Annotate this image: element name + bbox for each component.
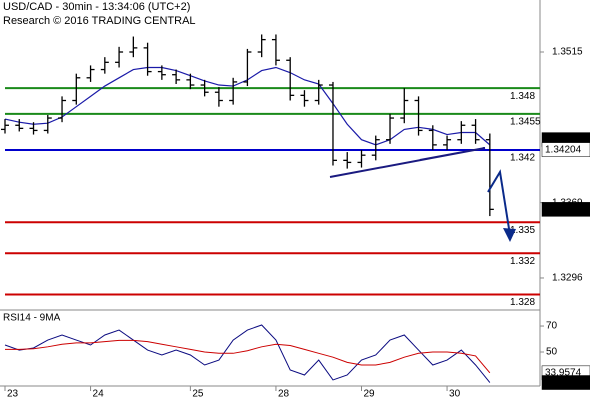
level-label: 1.332 bbox=[510, 256, 535, 267]
price-tag-label: 1.34204 bbox=[545, 144, 582, 155]
price-tag-label: 26.5102 bbox=[545, 377, 582, 388]
x-tick-label: 29 bbox=[364, 389, 376, 400]
chart-subtitle: Research © 2016 TRADING CENTRAL bbox=[3, 15, 196, 27]
level-label: 1.348 bbox=[510, 91, 535, 102]
level-label: 1.335 bbox=[510, 225, 535, 236]
level-label: 1.328 bbox=[510, 297, 535, 308]
arrow-head bbox=[503, 228, 516, 242]
price-tag bbox=[541, 142, 590, 157]
x-tick-label: 30 bbox=[449, 389, 461, 400]
forecast-arrow bbox=[487, 169, 511, 236]
x-tick-label: 28 bbox=[278, 389, 290, 400]
price-tag-label: 33.9574 bbox=[545, 367, 582, 378]
x-tick-label: 24 bbox=[93, 389, 105, 400]
x-tick-label: 23 bbox=[7, 389, 19, 400]
chart-title: USD/CAD - 30min - 13:34:06 (UTC+2) bbox=[3, 1, 190, 13]
price-tag bbox=[541, 202, 590, 217]
price-tag-label: 1.34301 bbox=[545, 134, 582, 145]
level-label: 1.3455 bbox=[510, 117, 541, 128]
trend-line bbox=[329, 147, 486, 178]
rsi-label: RSI14 - 9MA bbox=[3, 313, 61, 324]
y-tick-label: 50 bbox=[546, 347, 558, 358]
rsi-line bbox=[5, 339, 491, 374]
price-tag-label: 1.33625 bbox=[545, 204, 582, 215]
level-label: 1.342 bbox=[510, 153, 535, 164]
y-tick-label: 1.3296 bbox=[552, 273, 583, 284]
x-tick-label: 25 bbox=[192, 389, 204, 400]
price-tag bbox=[541, 375, 590, 390]
y-tick-label: 1.3515 bbox=[552, 47, 583, 58]
y-tick-label: 70 bbox=[546, 321, 558, 332]
